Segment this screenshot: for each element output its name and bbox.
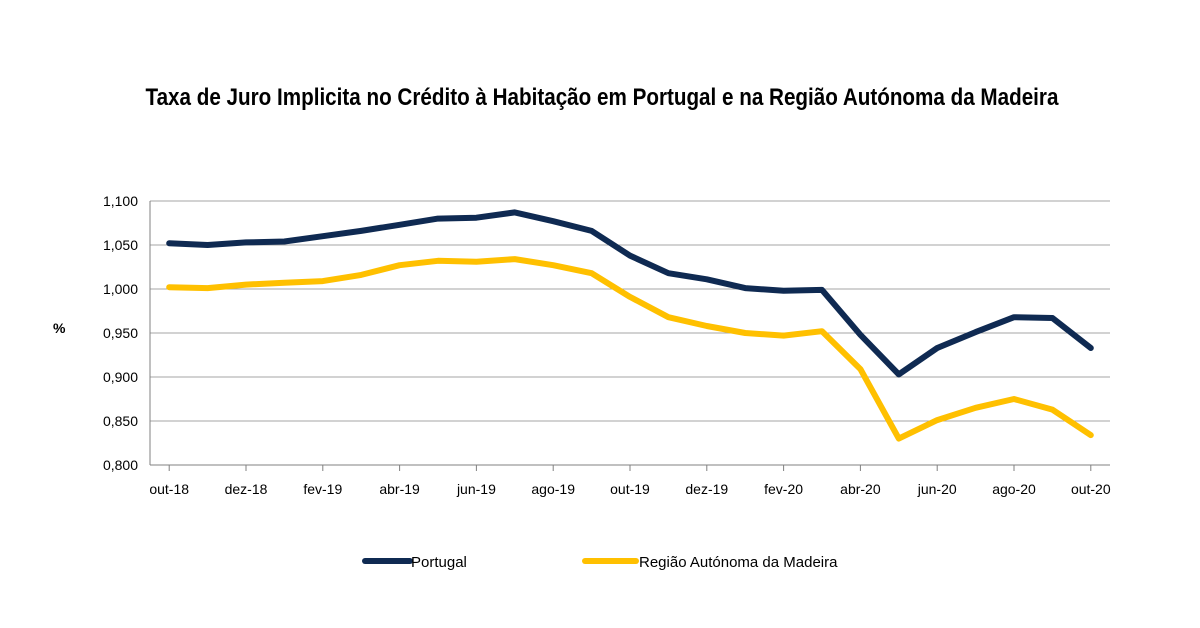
x-tick-label: jun-19 xyxy=(456,481,496,497)
y-tick-label: 0,900 xyxy=(103,369,138,385)
x-tick-labels: out-18 dez-18 fev-19 abr-19 jun-19 ago-19 out-… xyxy=(149,465,1111,497)
x-tick-label: out-20 xyxy=(1071,481,1111,497)
x-tick-label: jun-20 xyxy=(917,481,957,497)
chart-title: Taxa de Juro Implicita no Crédito à Habi… xyxy=(145,84,1059,111)
legend-label: Portugal xyxy=(411,554,467,571)
x-tick-label: dez-19 xyxy=(685,481,728,497)
series-line-portugal xyxy=(166,209,1094,378)
y-tick-label: 0,850 xyxy=(103,413,138,429)
y-axis-label: % xyxy=(53,320,66,336)
y-tick-labels: 0,800 0,850 0,900 0,950 1,000 1,050 1,100 xyxy=(103,193,138,473)
y-tick-label: 0,950 xyxy=(103,325,138,341)
series-line-regi-o-aut-noma-da-madeira xyxy=(166,256,1094,442)
legend: Portugal Região Autónoma da Madeira xyxy=(362,554,838,571)
x-tick-label: out-18 xyxy=(149,481,189,497)
x-tick-label: ago-20 xyxy=(992,481,1036,497)
y-tick-label: 0,800 xyxy=(103,457,138,473)
y-tick-label: 1,100 xyxy=(103,193,138,209)
x-tick-label: ago-19 xyxy=(531,481,575,497)
gridlines xyxy=(150,200,1110,422)
y-tick-label: 1,050 xyxy=(103,237,138,253)
series-lines xyxy=(166,209,1094,442)
x-tick-label: abr-19 xyxy=(379,481,420,497)
x-tick-label: fev-19 xyxy=(303,481,342,497)
x-tick-label: fev-20 xyxy=(764,481,803,497)
legend-label: Região Autónoma da Madeira xyxy=(639,554,838,571)
x-tick-label: dez-18 xyxy=(225,481,268,497)
x-tick-label: out-19 xyxy=(610,481,650,497)
x-tick-label: abr-20 xyxy=(840,481,881,497)
y-tick-label: 1,000 xyxy=(103,281,138,297)
